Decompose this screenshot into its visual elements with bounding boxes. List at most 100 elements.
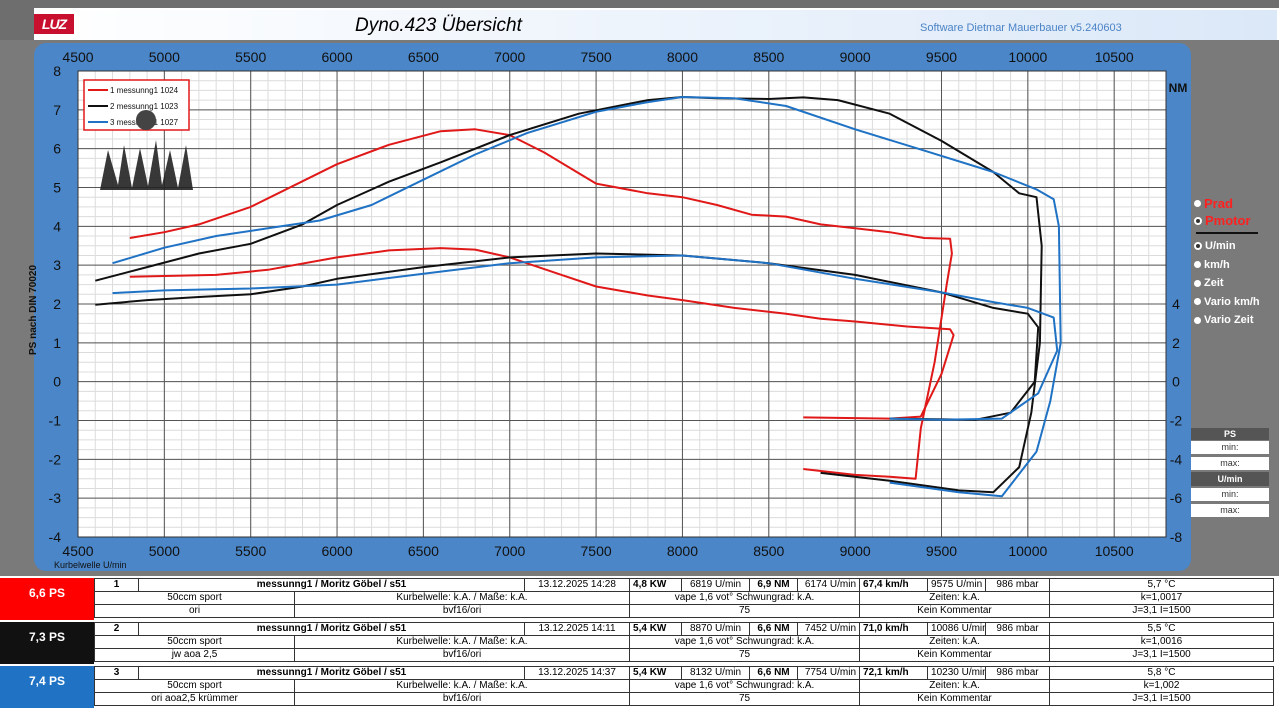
legend-item-1: 1 messunng1 1024: [110, 86, 179, 95]
radio-icon[interactable]: [1194, 216, 1202, 225]
table-cell: 1: [94, 578, 139, 592]
table-cell: 5,5 °C: [1049, 622, 1274, 636]
y-tick-label: -4: [49, 529, 62, 545]
ps-minmax-header: PS: [1191, 428, 1269, 440]
option-km-h[interactable]: km/h: [1194, 259, 1230, 271]
radio-icon[interactable]: [1194, 298, 1201, 305]
x-tick-label-top: 8000: [667, 49, 698, 65]
table-cell: 6,6 NM: [749, 622, 799, 636]
ps-min-label: min:: [1191, 441, 1269, 454]
table-cell: 50ccm sport: [94, 591, 295, 605]
table-cell: jw aoa 2,5: [94, 648, 295, 662]
y2-tick-label: -8: [1170, 529, 1183, 545]
table-cell: Kurbelwelle: k.A. / Maße: k.A.: [293, 679, 631, 693]
x-tick-label-top: 9500: [926, 49, 957, 65]
table-cell: bvf16/ori: [293, 648, 631, 662]
plot-border: [77, 70, 1167, 538]
table-cell: 10230 U/min: [927, 666, 987, 680]
y-tick-label: 3: [53, 257, 61, 273]
table-cell: k=1,0016: [1049, 635, 1274, 649]
table-cell: 75: [629, 648, 861, 662]
table-cell: 5,4 KW: [629, 622, 683, 636]
x-tick-label-top: 8500: [753, 49, 784, 65]
y-tick-label: 7: [53, 102, 61, 118]
ps-max-label: max:: [1191, 457, 1269, 470]
table-cell: Kein Kommentar: [859, 604, 1051, 618]
x-tick-label: 7500: [581, 543, 612, 559]
table-cell: Kurbelwelle: k.A. / Maße: k.A.: [293, 635, 631, 649]
radio-icon[interactable]: [1194, 200, 1201, 207]
table-cell: 6,9 NM: [749, 578, 799, 592]
x-tick-label: 9000: [840, 543, 871, 559]
watermark-shape: [100, 140, 193, 190]
x-tick-label: 10000: [1008, 543, 1047, 559]
table-cell: 10086 U/min: [927, 622, 987, 636]
option-label: U/min: [1205, 240, 1236, 252]
legend-item-2: 2 messunng1 1023: [110, 102, 179, 111]
option-zeit[interactable]: Zeit: [1194, 277, 1224, 289]
side-panel: [1191, 40, 1279, 576]
option-vario-zeit[interactable]: Vario Zeit: [1194, 314, 1254, 326]
table-cell: 986 mbar: [985, 666, 1051, 680]
x-tick-label-top: 6000: [321, 49, 352, 65]
table-row: 1 messunng1 / Moritz Göbel / s51 13.12.202…: [94, 578, 1274, 592]
table-cell: Zeiten: k.A.: [859, 679, 1051, 693]
table-cell: messunng1 / Moritz Göbel / s51: [137, 666, 526, 680]
series-3-power-line: [112, 96, 1062, 498]
table-cell: 8870 U/min: [681, 622, 751, 636]
x-tick-label: 7000: [494, 543, 525, 559]
logo: LUZ: [34, 14, 74, 34]
y-tick-label: -2: [49, 451, 62, 467]
option-vario-km-h[interactable]: Vario km/h: [1194, 296, 1260, 308]
option-pmotor[interactable]: Pmotor: [1194, 213, 1251, 228]
y2-tick-label: 4: [1172, 296, 1180, 312]
table-row: 50ccm sport Kurbelwelle: k.A. / Maße: k.A…: [94, 635, 1274, 649]
table-row: 50ccm sport Kurbelwelle: k.A. / Maße: k.A…: [94, 591, 1274, 605]
x-tick-label-top: 5000: [149, 49, 180, 65]
option-prad[interactable]: Prad: [1194, 196, 1233, 211]
table-cell: 7754 U/min: [797, 666, 861, 680]
table-cell: messunng1 / Moritz Göbel / s51: [137, 578, 526, 592]
table-cell: bvf16/ori: [293, 604, 631, 618]
table-cell: Kurbelwelle: k.A. / Maße: k.A.: [293, 591, 631, 605]
y2-tick-label: 2: [1172, 335, 1180, 351]
y-tick-label: 1: [53, 335, 61, 351]
watermark-graphic: [100, 110, 193, 190]
run-2-ps-label: 7,3 PS: [0, 622, 94, 664]
table-cell: 9575 U/min: [927, 578, 987, 592]
x-tick-label-top: 10500: [1095, 49, 1134, 65]
x-tick-label-top: 10000: [1008, 49, 1047, 65]
option-label: km/h: [1204, 258, 1230, 271]
radio-icon[interactable]: [1194, 242, 1202, 250]
series-1-power-line: [129, 128, 953, 480]
table-cell: 986 mbar: [985, 578, 1051, 592]
run-3-table: 3 messunng1 / Moritz Göbel / s51 13.12.202…: [94, 666, 1274, 706]
x-tick-label-top: 9000: [840, 49, 871, 65]
option-label: Prad: [1204, 196, 1233, 211]
table-cell: 5,7 °C: [1049, 578, 1274, 592]
table-cell: J=3,1 I=1500: [1049, 604, 1274, 618]
rpm-max-label: max:: [1191, 504, 1269, 517]
table-cell: vape 1,6 vot° Schwungrad: k.A.: [629, 591, 861, 605]
x-tick-label-top: 5500: [235, 49, 266, 65]
radio-icon[interactable]: [1194, 316, 1201, 324]
radio-icon[interactable]: [1194, 279, 1201, 287]
table-cell: ori aoa2,5 krümmer: [94, 692, 295, 706]
x-tick-label-top: 6500: [408, 49, 439, 65]
radio-icon[interactable]: [1194, 261, 1201, 268]
table-cell: k=1,0017: [1049, 591, 1274, 605]
top-border: [0, 0, 1279, 8]
rpm-minmax-header: U/min: [1191, 472, 1269, 486]
y-tick-label: 6: [53, 141, 61, 157]
table-cell: messunng1 / Moritz Göbel / s51: [137, 622, 526, 636]
watermark-head: [136, 110, 156, 130]
y-tick-label: 2: [53, 296, 61, 312]
x-axis-label: Kurbelwelle U/min: [54, 560, 127, 570]
table-row: 2 messunng1 / Moritz Göbel / s51 13.12.202…: [94, 622, 1274, 636]
table-cell: 50ccm sport: [94, 635, 295, 649]
x-tick-label: 8000: [667, 543, 698, 559]
table-row: 50ccm sport Kurbelwelle: k.A. / Maße: k.A…: [94, 679, 1274, 693]
y-tick-label: 8: [53, 63, 61, 79]
table-cell: 71,0 km/h: [859, 622, 929, 636]
option-u-min[interactable]: U/min: [1194, 240, 1236, 252]
